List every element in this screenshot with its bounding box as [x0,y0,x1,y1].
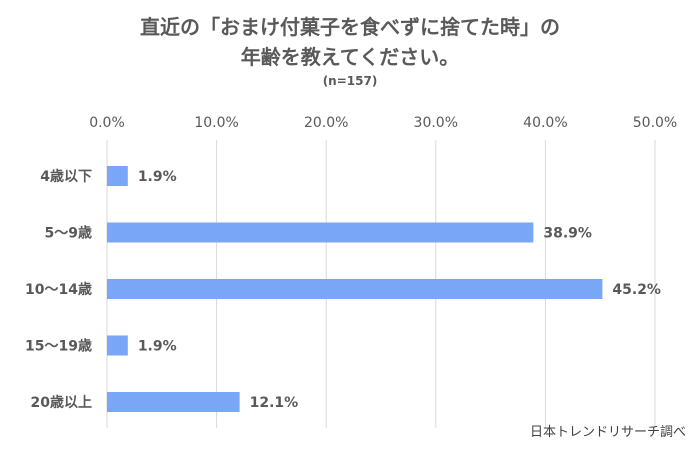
bar [107,222,534,243]
x-tick-label: 50.0% [633,115,677,131]
bar [107,166,128,186]
bar [107,335,128,356]
data-label: 45.2% [612,282,661,298]
chart-title-line-2: 年齢を教えてください。 [240,45,460,69]
x-tick-label: 30.0% [414,115,458,131]
x-tick-label: 20.0% [304,115,348,131]
x-tick-label: 40.0% [523,115,567,131]
category-label: 15〜19歳 [25,338,92,355]
sample-size-label: (n=157) [322,74,378,88]
category-label: 10〜14歳 [25,281,92,298]
x-tick-label: 0.0% [89,115,125,131]
bar [107,392,240,412]
bar [107,279,603,299]
data-label: 1.9% [138,169,177,185]
category-label: 20歳以上 [31,394,92,411]
source-credit: 日本トレンドリサーチ調べ [529,425,686,440]
x-tick-label: 10.0% [194,115,238,131]
data-label: 38.9% [543,226,592,242]
category-label: 5〜9歳 [45,225,92,242]
data-label: 1.9% [138,339,177,355]
category-label: 4歳以下 [40,168,92,185]
data-label: 12.1% [250,395,299,411]
chart-title-line-1: 直近の「おまけ付菓子を食べずに捨てた時」の [140,15,560,39]
